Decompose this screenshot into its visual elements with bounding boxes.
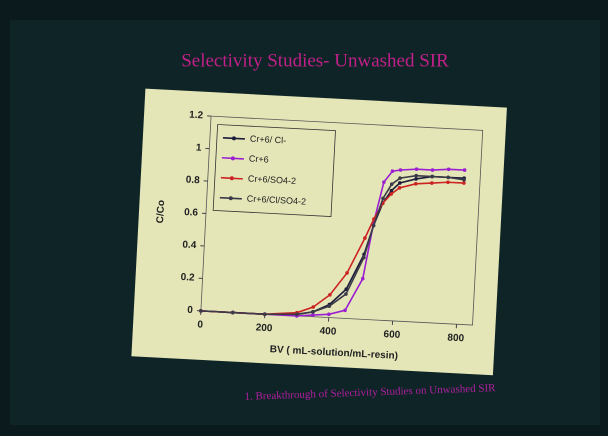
y-tick-label: 0	[187, 305, 194, 316]
legend-label: Cr+6	[249, 154, 269, 165]
x-tick-label: 200	[255, 322, 273, 334]
slide-photo: Selectivity Studies- Unwashed SIR 1. Bre…	[0, 0, 608, 436]
y-tick-label: 1.2	[189, 110, 204, 122]
y-tick-label: 0.4	[182, 239, 197, 251]
y-tick-label: 0.8	[185, 175, 200, 187]
x-tick-label: 0	[197, 319, 204, 330]
y-tick-label: 1	[196, 143, 203, 154]
y-tick-label: 0.6	[184, 207, 199, 219]
y-tick-label: 0.2	[180, 272, 195, 284]
x-tick-label: 800	[447, 332, 465, 344]
chart: BV ( mL-solution/mL-resin) C/Co 00.20.40…	[131, 89, 507, 376]
x-tick-label: 400	[319, 326, 337, 338]
slide-title: Selectivity Studies- Unwashed SIR	[181, 50, 449, 71]
x-tick-label: 600	[383, 329, 401, 341]
legend-label: Cr+6/ Cl-	[250, 134, 287, 146]
y-axis-label: C/Co	[155, 200, 167, 224]
